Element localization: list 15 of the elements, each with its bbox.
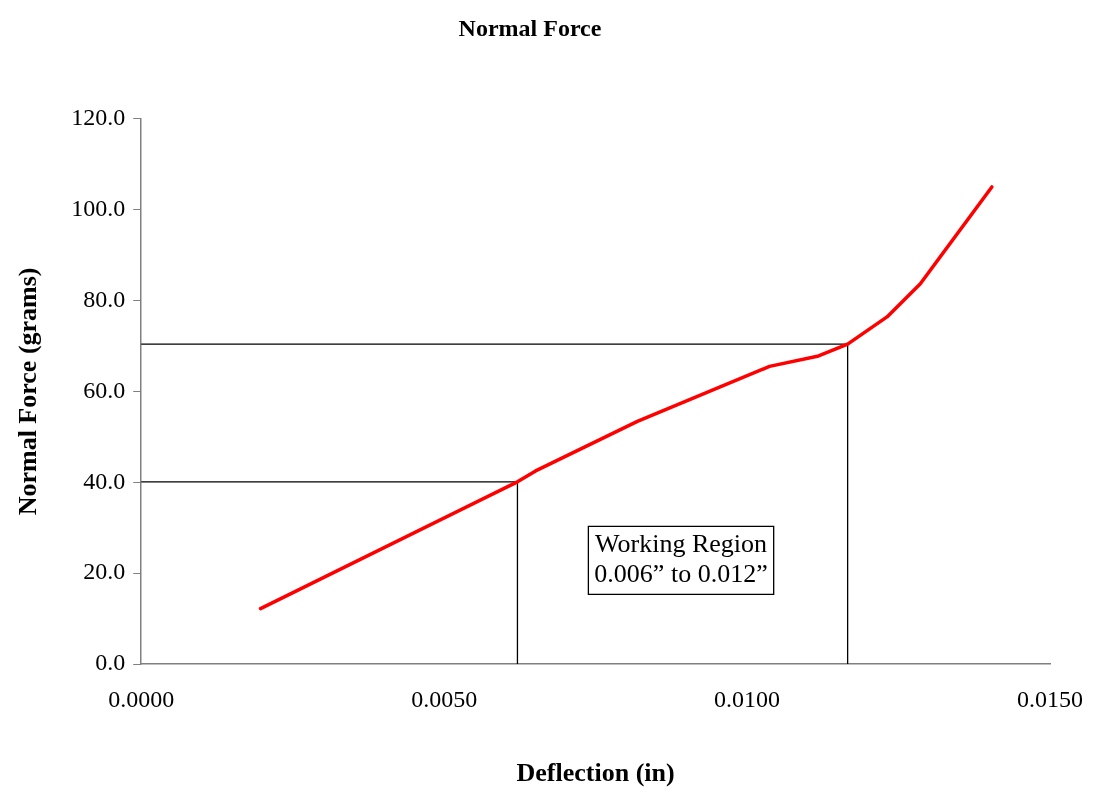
y-tick-label: 0.0 <box>95 649 126 676</box>
x-axis-title: Deflection (in) <box>516 758 675 788</box>
x-tick-label: 0.0150 <box>1017 685 1083 712</box>
y-tick-label: 80.0 <box>83 285 126 312</box>
y-tick-label: 40.0 <box>83 467 126 494</box>
x-tick-label: 0.0000 <box>108 685 175 712</box>
y-tick-label: 100.0 <box>71 194 126 221</box>
y-axis-title: Normal Force (grams) <box>13 267 43 516</box>
annotation: Working Region 0.006” to 0.012” <box>594 529 768 589</box>
chart-title: Normal Force <box>458 14 602 41</box>
y-tick-label: 120.0 <box>71 104 126 131</box>
y-tick-label: 60.0 <box>83 376 126 403</box>
x-tick-label: 0.0050 <box>411 685 478 712</box>
y-tick-label: 20.0 <box>83 558 126 585</box>
x-tick-label: 0.0100 <box>714 685 781 712</box>
